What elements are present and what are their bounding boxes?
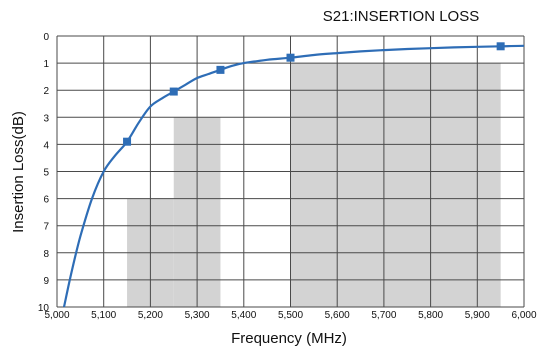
data-point-marker: [496, 42, 505, 51]
data-point-marker: [216, 65, 225, 74]
x-tick-label: 5,600: [325, 310, 350, 321]
data-point-marker: [123, 137, 132, 146]
x-tick-label: 5,400: [231, 310, 256, 321]
x-tick-label: 5,800: [418, 310, 443, 321]
y-tick-label: 1: [43, 59, 49, 70]
x-tick-label: 5,700: [371, 310, 396, 321]
x-tick-label: 5,100: [91, 310, 116, 321]
y-tick-label: 3: [43, 113, 49, 124]
y-axis-title: Insertion Loss(dB): [10, 111, 27, 233]
x-tick-label: 5,200: [138, 310, 163, 321]
mask-region-3: [290, 63, 501, 307]
x-tick-label: 5,900: [465, 310, 490, 321]
x-axis-title: Frequency (MHz): [231, 330, 347, 347]
x-tick-label: 5,000: [44, 310, 69, 321]
y-tick-label: 8: [43, 249, 49, 260]
y-tick-label: 6: [43, 195, 49, 206]
y-tick-label: 9: [43, 276, 49, 287]
data-point-marker: [169, 87, 178, 96]
x-tick-label: 6,000: [511, 310, 536, 321]
data-point-marker: [286, 53, 295, 62]
x-tick-label: 5,500: [278, 310, 303, 321]
y-tick-label: 0: [43, 32, 49, 43]
y-tick-label: 5: [43, 168, 49, 179]
y-tick-label: 10: [38, 303, 50, 314]
chart-title: S21:INSERTION LOSS: [323, 8, 479, 25]
y-tick-label: 2: [43, 86, 49, 97]
y-tick-label: 4: [43, 140, 49, 151]
x-tick-label: 5,300: [185, 310, 210, 321]
y-tick-label: 7: [43, 222, 49, 233]
